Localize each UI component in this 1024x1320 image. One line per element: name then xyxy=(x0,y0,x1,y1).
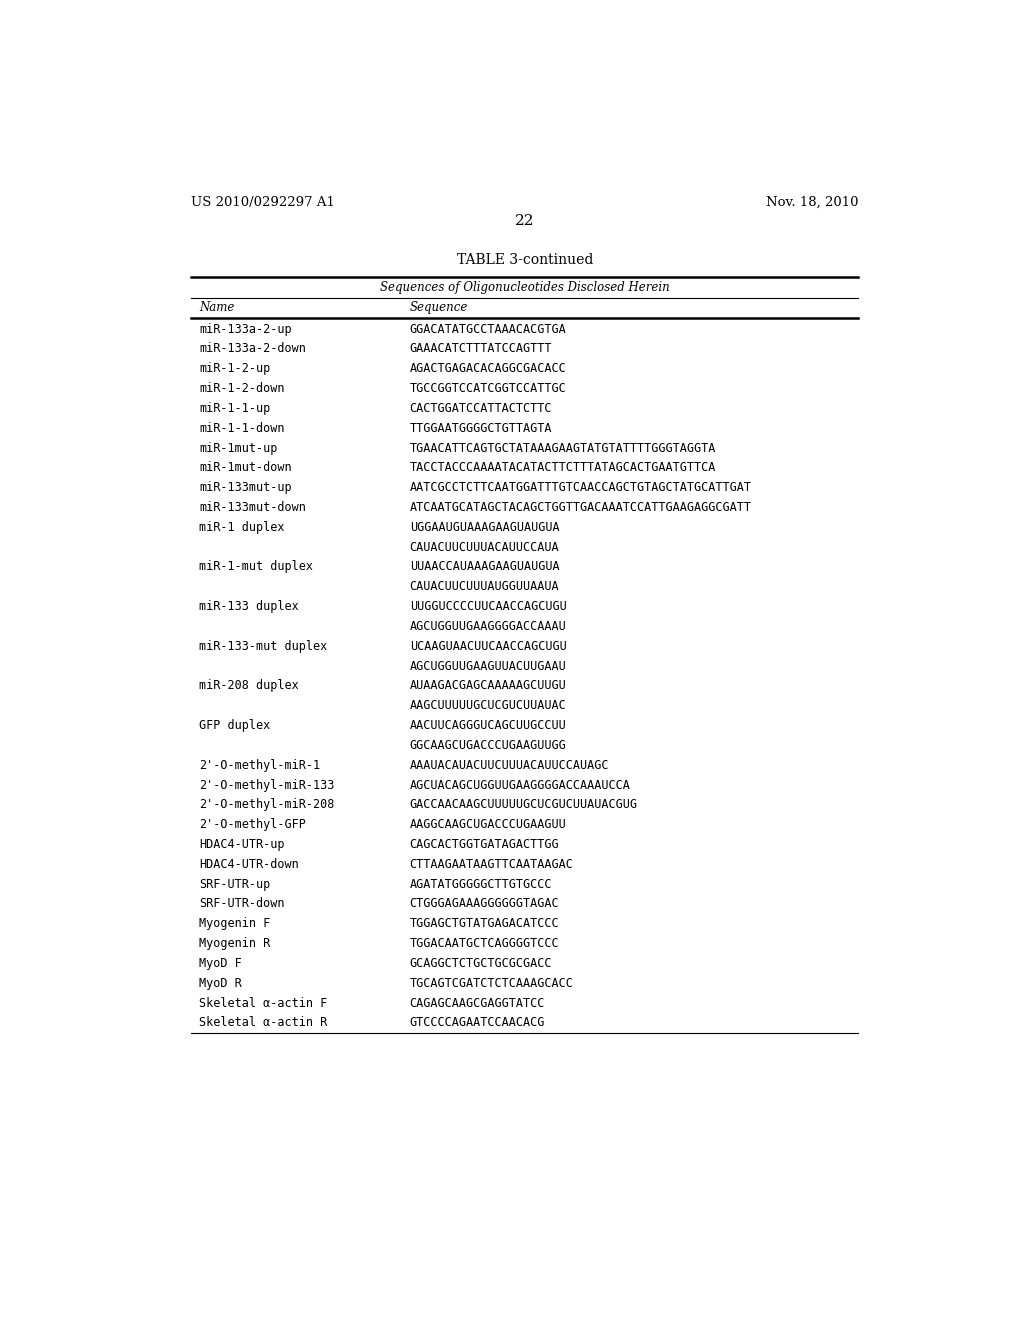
Text: Sequence: Sequence xyxy=(410,301,468,314)
Text: GACCAACAAGCUUUUUGCUCGUCUUAUACGUG: GACCAACAAGCUUUUUGCUCGUCUUAUACGUG xyxy=(410,799,638,812)
Text: miR-1-1-down: miR-1-1-down xyxy=(200,422,285,434)
Text: AAGCUUUUUGCUCGUCUUAUAC: AAGCUUUUUGCUCGUCUUAUAC xyxy=(410,700,566,713)
Text: UGGAAUGUAAAGAAGUAUGUA: UGGAAUGUAAAGAAGUAUGUA xyxy=(410,521,559,533)
Text: miR-133-mut duplex: miR-133-mut duplex xyxy=(200,640,328,653)
Text: 2'-O-methyl-miR-208: 2'-O-methyl-miR-208 xyxy=(200,799,335,812)
Text: AGCUACAGCUGGUUGAAGGGGACCAAAUCCA: AGCUACAGCUGGUUGAAGGGGACCAAAUCCA xyxy=(410,779,631,792)
Text: CTTAAGAATAAGTTCAATAAGAC: CTTAAGAATAAGTTCAATAAGAC xyxy=(410,858,573,871)
Text: SRF-UTR-down: SRF-UTR-down xyxy=(200,898,285,911)
Text: ATCAATGCATAGCTACAGCTGGTTGACAAATCCATTGAAGAGGCGATT: ATCAATGCATAGCTACAGCTGGTTGACAAATCCATTGAAG… xyxy=(410,502,752,513)
Text: TABLE 3-continued: TABLE 3-continued xyxy=(457,253,593,267)
Text: AAAUACAUACUUCUUUACAUUCCAUAGC: AAAUACAUACUUCUUUACAUUCCAUAGC xyxy=(410,759,609,772)
Text: CAGCACTGGTGATAGACTTGG: CAGCACTGGTGATAGACTTGG xyxy=(410,838,559,851)
Text: SRF-UTR-up: SRF-UTR-up xyxy=(200,878,270,891)
Text: TGCCGGTCCATCGGTCCATTGC: TGCCGGTCCATCGGTCCATTGC xyxy=(410,381,566,395)
Text: TGGAGCTGTATGAGACATCCC: TGGAGCTGTATGAGACATCCC xyxy=(410,917,559,931)
Text: miR-1mut-down: miR-1mut-down xyxy=(200,462,292,474)
Text: AGCUGGUUGAAGGGGACCAAAU: AGCUGGUUGAAGGGGACCAAAU xyxy=(410,620,566,634)
Text: TGCAGTCGATCTCTCAAAGCACC: TGCAGTCGATCTCTCAAAGCACC xyxy=(410,977,573,990)
Text: AGCUGGUUGAAGUUACUUGAAU: AGCUGGUUGAAGUUACUUGAAU xyxy=(410,660,566,673)
Text: MyoD F: MyoD F xyxy=(200,957,242,970)
Text: miR-133mut-down: miR-133mut-down xyxy=(200,502,306,513)
Text: GGACATATGCCTAAACACGTGA: GGACATATGCCTAAACACGTGA xyxy=(410,322,566,335)
Text: TACCTACCCAAAATACATACTTCTTTATAGCACTGAATGTTCA: TACCTACCCAAAATACATACTTCTTTATAGCACTGAATGT… xyxy=(410,462,716,474)
Text: miR-133a-2-up: miR-133a-2-up xyxy=(200,322,292,335)
Text: Name: Name xyxy=(200,301,234,314)
Text: miR-133a-2-down: miR-133a-2-down xyxy=(200,342,306,355)
Text: Myogenin R: Myogenin R xyxy=(200,937,270,950)
Text: TTGGAATGGGGCTGTTAGTA: TTGGAATGGGGCTGTTAGTA xyxy=(410,422,552,434)
Text: miR-1-1-up: miR-1-1-up xyxy=(200,401,270,414)
Text: miR-1mut-up: miR-1mut-up xyxy=(200,442,278,454)
Text: Skeletal α-actin F: Skeletal α-actin F xyxy=(200,997,328,1010)
Text: 2'-O-methyl-GFP: 2'-O-methyl-GFP xyxy=(200,818,306,832)
Text: UCAAGUAACUUCAACCAGCUGU: UCAAGUAACUUCAACCAGCUGU xyxy=(410,640,566,653)
Text: CACTGGATCCATTACTCTTC: CACTGGATCCATTACTCTTC xyxy=(410,401,552,414)
Text: AGATATGGGGGCTTGTGCCC: AGATATGGGGGCTTGTGCCC xyxy=(410,878,552,891)
Text: UUGGUCCCCUUCAACCAGCUGU: UUGGUCCCCUUCAACCAGCUGU xyxy=(410,601,566,612)
Text: 22: 22 xyxy=(515,214,535,228)
Text: CAUACUUCUUUACAUUCCAUA: CAUACUUCUUUACAUUCCAUA xyxy=(410,541,559,553)
Text: HDAC4-UTR-up: HDAC4-UTR-up xyxy=(200,838,285,851)
Text: TGAACATTCAGTGCTATAAAGAAGTATGTATTTTGGGTAGGTA: TGAACATTCAGTGCTATAAAGAAGTATGTATTTTGGGTAG… xyxy=(410,442,716,454)
Text: GFP duplex: GFP duplex xyxy=(200,719,270,733)
Text: CAGAGCAAGCGAGGTATCC: CAGAGCAAGCGAGGTATCC xyxy=(410,997,545,1010)
Text: TGGACAATGCTCAGGGGTCCC: TGGACAATGCTCAGGGGTCCC xyxy=(410,937,559,950)
Text: miR-208 duplex: miR-208 duplex xyxy=(200,680,299,693)
Text: GCAGGCTCTGCTGCGCGACC: GCAGGCTCTGCTGCGCGACC xyxy=(410,957,552,970)
Text: CTGGGAGAAAGGGGGGTAGAC: CTGGGAGAAAGGGGGGTAGAC xyxy=(410,898,559,911)
Text: Sequences of Oligonucleotides Disclosed Herein: Sequences of Oligonucleotides Disclosed … xyxy=(380,281,670,294)
Text: HDAC4-UTR-down: HDAC4-UTR-down xyxy=(200,858,299,871)
Text: UUAACCAUAAAGAAGUAUGUA: UUAACCAUAAAGAAGUAUGUA xyxy=(410,561,559,573)
Text: GTCCCCAGAATCCAACACG: GTCCCCAGAATCCAACACG xyxy=(410,1016,545,1030)
Text: AACUUCAGGGUCAGCUUGCCUU: AACUUCAGGGUCAGCUUGCCUU xyxy=(410,719,566,733)
Text: GGCAAGCUGACCCUGAAGUUGG: GGCAAGCUGACCCUGAAGUUGG xyxy=(410,739,566,752)
Text: miR-133 duplex: miR-133 duplex xyxy=(200,601,299,612)
Text: miR-133mut-up: miR-133mut-up xyxy=(200,482,292,494)
Text: 2'-O-methyl-miR-1: 2'-O-methyl-miR-1 xyxy=(200,759,321,772)
Text: AUAAGACGAGCAAAAAGCUUGU: AUAAGACGAGCAAAAAGCUUGU xyxy=(410,680,566,693)
Text: AATCGCCTCTTCAATGGATTTGTCAACCAGCTGTAGCTATGCATTGAT: AATCGCCTCTTCAATGGATTTGTCAACCAGCTGTAGCTAT… xyxy=(410,482,752,494)
Text: US 2010/0292297 A1: US 2010/0292297 A1 xyxy=(191,195,336,209)
Text: miR-1-mut duplex: miR-1-mut duplex xyxy=(200,561,313,573)
Text: miR-1-2-down: miR-1-2-down xyxy=(200,381,285,395)
Text: Myogenin F: Myogenin F xyxy=(200,917,270,931)
Text: 2'-O-methyl-miR-133: 2'-O-methyl-miR-133 xyxy=(200,779,335,792)
Text: miR-1 duplex: miR-1 duplex xyxy=(200,521,285,533)
Text: MyoD R: MyoD R xyxy=(200,977,242,990)
Text: CAUACUUCUUUAUGGUUAAUA: CAUACUUCUUUAUGGUUAAUA xyxy=(410,581,559,593)
Text: Skeletal α-actin R: Skeletal α-actin R xyxy=(200,1016,328,1030)
Text: AGACTGAGACACAGGCGACACC: AGACTGAGACACAGGCGACACC xyxy=(410,362,566,375)
Text: AAGGCAAGCUGACCCUGAAGUU: AAGGCAAGCUGACCCUGAAGUU xyxy=(410,818,566,832)
Text: Nov. 18, 2010: Nov. 18, 2010 xyxy=(766,195,858,209)
Text: miR-1-2-up: miR-1-2-up xyxy=(200,362,270,375)
Text: GAAACATCTTTATCCAGTTT: GAAACATCTTTATCCAGTTT xyxy=(410,342,552,355)
